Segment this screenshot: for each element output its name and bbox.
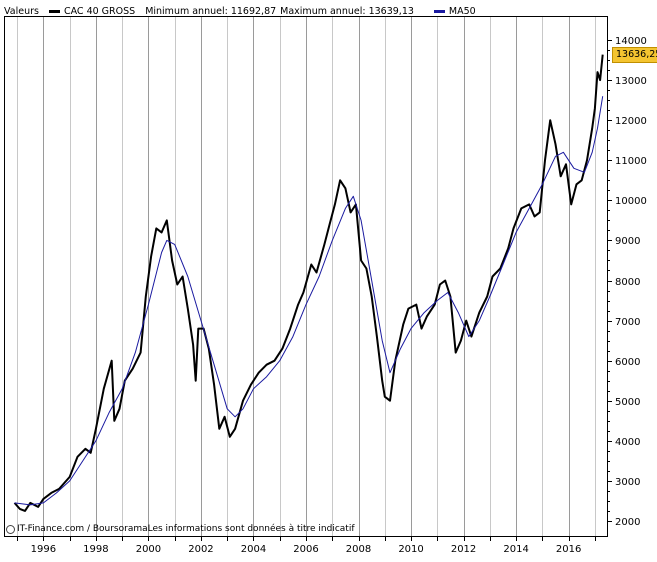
- y-tick-label: 13000: [615, 76, 647, 87]
- y-tick-label: 3000: [615, 477, 640, 488]
- legend-series-name: CAC 40 GROSS: [63, 5, 136, 17]
- copyright-icon: [6, 524, 15, 534]
- x-tick-label: 2002: [188, 544, 213, 555]
- x-tick-label: 2008: [346, 544, 371, 555]
- x-tick-label: 2014: [503, 544, 528, 555]
- y-tick-label: 5000: [615, 397, 640, 408]
- y-tick-label: 11000: [615, 156, 647, 167]
- y-tick-label: 10000: [615, 196, 647, 207]
- x-tick-label: 2016: [556, 544, 581, 555]
- legend-swatch-series: [48, 9, 60, 13]
- x-tick-label: 2012: [451, 544, 476, 555]
- series-line-ma50: [14, 96, 604, 506]
- legend: Valeurs CAC 40 GROSS Minimum annuel: 116…: [4, 4, 476, 18]
- y-tick-label: 9000: [615, 236, 640, 247]
- copyright-text: IT-Finance.com / BoursoramaLes informati…: [17, 524, 355, 534]
- legend-swatch-ma50: [433, 9, 445, 13]
- axes: 2000 3000 4000 5000 6000 7000 8000 9000 10000 110…: [17, 36, 647, 555]
- legend-min-annual: Minimum annuel: 11692,87: [145, 5, 277, 17]
- series-layer: [13, 54, 604, 512]
- x-tick-label: 1996: [31, 544, 56, 555]
- x-tick-label: 2006: [293, 544, 318, 555]
- legend-max-annual: Maximum annuel: 13639,13: [280, 5, 414, 17]
- last-value-badge: 13636,25: [612, 46, 657, 63]
- grid-lines: [17, 16, 596, 537]
- plot-frame: [4, 16, 608, 537]
- x-tick-label: 2010: [398, 544, 423, 555]
- y-tick-label: 7000: [615, 317, 640, 328]
- copyright-notice: IT-Finance.com / BoursoramaLes informati…: [6, 524, 355, 534]
- x-tick-label: 2004: [241, 544, 266, 555]
- y-tick-label: 14000: [615, 36, 647, 47]
- y-tick-label: 8000: [615, 277, 640, 288]
- y-tick-label: 12000: [615, 116, 647, 127]
- y-tick-label: 2000: [615, 517, 640, 528]
- y-tick-label: 4000: [615, 437, 640, 448]
- x-tick-label: 1998: [83, 544, 108, 555]
- legend-label: Valeurs: [4, 5, 39, 17]
- legend-ma-name: MA50: [448, 5, 476, 17]
- x-tick-label: 2000: [136, 544, 161, 555]
- y-tick-label: 6000: [615, 357, 640, 368]
